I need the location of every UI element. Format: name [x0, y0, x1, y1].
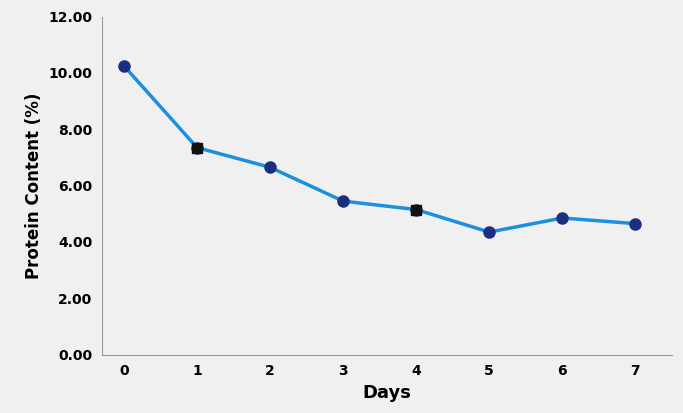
Y-axis label: Protein Content (%): Protein Content (%) [25, 93, 43, 279]
X-axis label: Days: Days [363, 384, 411, 402]
